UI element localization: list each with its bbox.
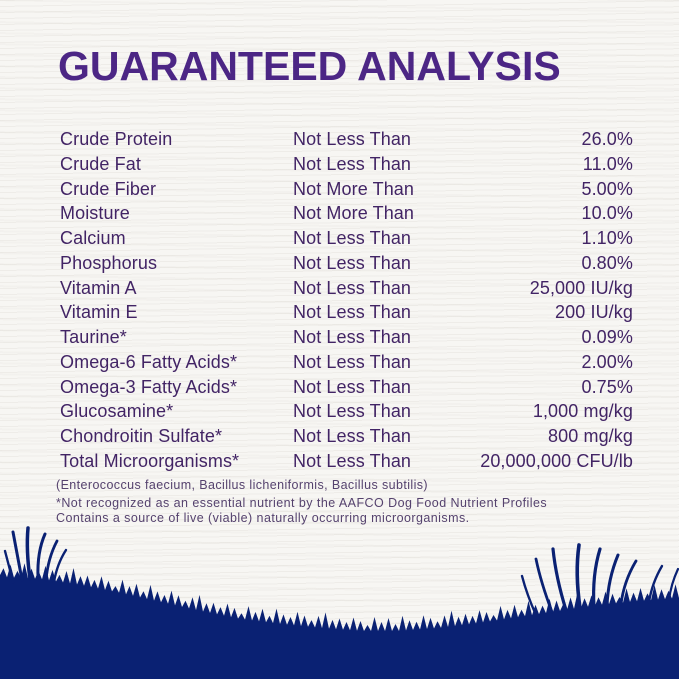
table-row: Moisture Not More Than 10.0%: [60, 201, 633, 226]
table-row: Omega-6 Fatty Acids* Not Less Than 2.00%: [60, 350, 633, 375]
footnote-line-2: Contains a source of live (viable) natur…: [56, 511, 470, 525]
table-row: Calcium Not Less Than 1.10%: [60, 226, 633, 251]
value-text: 10.0%: [581, 203, 633, 224]
comparator-text: Not Less Than: [293, 426, 412, 446]
comparator-text: Not Less Than: [293, 302, 412, 323]
value-text: 20,000,000 CFU/lb: [480, 450, 633, 471]
table-row: Vitamin A Not Less Than 25,000 IU/kg: [60, 276, 633, 301]
comparator-text: Not More Than: [293, 203, 415, 224]
value-text: 0.75%: [581, 376, 633, 397]
microorganism-species-note: (Enterococcus faecium, Bacillus lichenif…: [56, 478, 428, 492]
table-row: Crude Fat Not Less Than 11.0%: [60, 152, 633, 177]
nutrient-name: Chondroitin Sulfate*: [60, 426, 223, 446]
comparator-text: Not Less Than: [293, 228, 412, 248]
nutrient-name: Vitamin A: [60, 277, 137, 298]
table-row: Crude Protein Not Less Than 26.0%: [60, 127, 633, 152]
comparator-text: Not Less Than: [293, 351, 412, 372]
comparator-text: Not Less Than: [293, 450, 412, 471]
value-text: 11.0%: [582, 153, 633, 174]
comparator-text: Not Less Than: [293, 327, 412, 347]
comparator-text: Not Less Than: [293, 153, 412, 174]
aafco-footnote: *Not recognized as an essential nutrient…: [56, 496, 547, 526]
nutrient-name: Total Microorganisms*: [60, 450, 240, 471]
table-row: Crude Fiber Not More Than 5.00%: [60, 177, 633, 202]
comparator-text: Not Less Than: [293, 277, 412, 298]
table-row: Chondroitin Sulfate* Not Less Than 800 m…: [60, 424, 633, 449]
comparator-text: Not Less Than: [293, 401, 412, 422]
value-text: 5.00%: [581, 178, 633, 199]
value-text: 0.09%: [581, 327, 633, 347]
table-row: Phosphorus Not Less Than 0.80%: [60, 251, 633, 276]
table-row: Total Microorganisms* Not Less Than 20,0…: [60, 449, 633, 474]
comparator-text: Not More Than: [293, 178, 415, 199]
comparator-text: Not Less Than: [293, 376, 412, 397]
nutrient-name: Omega-6 Fatty Acids*: [60, 351, 238, 372]
nutrient-name: Crude Fiber: [60, 178, 157, 199]
value-text: 0.80%: [581, 252, 633, 273]
table-row: Taurine* Not Less Than 0.09%: [60, 325, 633, 350]
nutrient-name: Calcium: [60, 228, 126, 248]
table-row: Vitamin E Not Less Than 200 IU/kg: [60, 300, 633, 325]
comparator-text: Not Less Than: [293, 129, 412, 149]
value-text: 1,000 mg/kg: [532, 401, 633, 422]
footnote-line-1: *Not recognized as an essential nutrient…: [56, 496, 548, 510]
nutrient-name: Omega-3 Fatty Acids*: [60, 376, 238, 397]
comparator-text: Not Less Than: [293, 252, 412, 273]
value-text: 2.00%: [581, 351, 633, 372]
page-title: GUARANTEED ANALYSIS: [58, 43, 561, 89]
analysis-table: Crude Protein Not Less Than 26.0% Crude …: [60, 127, 633, 474]
value-text: 800 mg/kg: [548, 426, 633, 446]
nutrient-name: Taurine*: [60, 327, 127, 347]
nutrient-name: Crude Fat: [60, 153, 141, 174]
nutrient-name: Moisture: [60, 203, 130, 224]
nutrient-name: Glucosamine*: [60, 401, 174, 422]
nutrient-name: Phosphorus: [60, 252, 158, 273]
table-row: Omega-3 Fatty Acids* Not Less Than 0.75%: [60, 375, 633, 400]
value-text: 1.10%: [581, 228, 633, 248]
value-text: 200 IU/kg: [555, 302, 633, 323]
value-text: 26.0%: [581, 129, 633, 149]
nutrient-name: Crude Protein: [60, 129, 173, 149]
nutrient-name: Vitamin E: [60, 302, 138, 323]
value-text: 25,000 IU/kg: [529, 277, 633, 298]
table-row: Glucosamine* Not Less Than 1,000 mg/kg: [60, 399, 633, 424]
